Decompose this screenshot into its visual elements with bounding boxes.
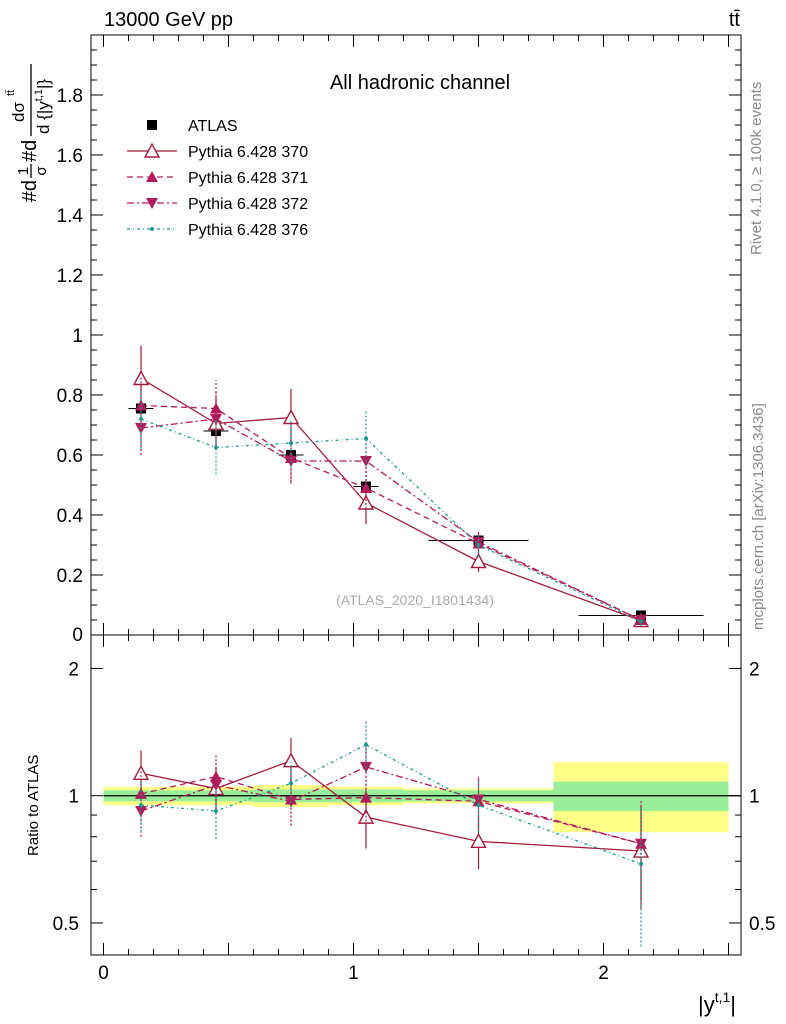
y-tick-label: 1.4	[57, 206, 84, 227]
legend-marker	[150, 227, 154, 231]
ratio-y-tick-label-right: 1	[749, 787, 760, 808]
ratio-series-3	[139, 721, 643, 947]
ratio-y-tick-label: 1	[68, 787, 79, 808]
svg-text:#d: #d	[19, 140, 41, 162]
ratio-point	[214, 809, 218, 814]
data-point	[210, 414, 222, 425]
svg-text:#d: #d	[19, 180, 41, 202]
y-tick-label: 0.4	[57, 506, 84, 527]
ratio-line	[140, 744, 642, 865]
ratio-point	[364, 742, 368, 747]
series-line	[140, 418, 642, 621]
y-tick-label: 1.2	[57, 266, 83, 287]
y-tick-label-zero: 0	[72, 625, 83, 646]
series-line	[140, 377, 642, 622]
svg-text:σ: σ	[33, 166, 50, 176]
plot-title: All hadronic channel	[330, 72, 510, 94]
source-label: mcplots.cern.ch [arXiv:1306.3436]	[750, 403, 767, 630]
data-point	[639, 619, 643, 624]
y-tick-label: 0.6	[57, 446, 83, 467]
process-label: tt̄	[729, 9, 741, 31]
y-axis-label: #d 1 σ #d dσ tt̄ d {|yt,1|}	[5, 64, 53, 202]
data-point	[289, 441, 293, 445]
legend-entry: Pythia 6.428 371	[188, 170, 308, 187]
legend-marker	[146, 171, 158, 182]
x-tick-label: 0	[98, 963, 109, 984]
ratio-point	[289, 781, 293, 786]
legend-marker	[147, 120, 157, 130]
ratio-plot-frame	[90, 634, 742, 956]
ratio-series-2	[135, 743, 647, 899]
x-tick-label: 2	[598, 963, 609, 984]
ratio-point	[282, 752, 300, 768]
legend-marker	[146, 198, 158, 209]
series-1	[132, 345, 650, 628]
data-point	[470, 553, 487, 569]
data-point	[139, 417, 143, 421]
ratio-y-tick-label: 0.5	[53, 914, 79, 935]
rivet-label: Rivet 4.1.0, ≥ 100k events	[748, 82, 765, 255]
analysis-watermark: (ATLAS_2020_I1801434)	[336, 592, 494, 608]
data-point	[472, 537, 485, 548]
ratio-plot: 0.5 0.5 1 1 2 2 0 1 2	[53, 634, 775, 984]
ratio-line	[140, 760, 642, 852]
ratio-point	[360, 791, 372, 803]
svg-text:tt̄: tt̄	[5, 90, 17, 96]
legend-entry: Pythia 6.428 370	[188, 144, 308, 161]
ratio-line	[140, 775, 642, 845]
ratio-y-tick-label-right: 2	[749, 659, 760, 680]
svg-text:d {|yt,1|}: d {|yt,1|}	[33, 79, 53, 134]
energy-label: 13000 GeV pp	[104, 9, 233, 31]
data-point	[282, 409, 300, 425]
y-tick-label: 1.6	[57, 146, 83, 167]
legend-entry: Pythia 6.428 372	[188, 196, 308, 213]
ratio-point	[135, 787, 147, 799]
y-tick-label: 1.8	[57, 86, 83, 107]
series-0	[128, 402, 704, 621]
data-point	[360, 482, 372, 493]
data-point	[476, 543, 481, 547]
ratio-y-tick-label: 2	[68, 659, 79, 680]
legend-entry: ATLAS	[188, 118, 238, 135]
ratio-point	[139, 803, 143, 808]
ratio-point	[635, 838, 647, 850]
x-axis-label: |yt,1|	[698, 989, 736, 1017]
legend-marker	[143, 142, 161, 158]
main-plot: 0.2 0.4 0.6 0.8 1 1.2 1.4 1.6 1.8 0	[57, 34, 742, 646]
ratio-point	[210, 780, 222, 792]
data-point	[214, 445, 218, 450]
svg-text:1: 1	[15, 167, 32, 175]
x-tick-label: 1	[348, 963, 359, 984]
series-line	[140, 418, 642, 623]
ratio-point	[476, 803, 481, 808]
ratio-point	[470, 832, 487, 849]
svg-text:dσ: dσ	[9, 102, 28, 122]
y-tick-label: 0.8	[57, 386, 83, 407]
ratio-line	[140, 766, 642, 845]
ratio-point	[639, 861, 643, 866]
legend: ATLAS Pythia 6.428 370 Pythia 6.428 371 Pyt…	[127, 118, 308, 239]
ratio-y-axis-label: Ratio to ATLAS	[25, 755, 42, 856]
series-4	[139, 389, 643, 626]
data-point	[364, 436, 368, 441]
y-tick-label: 0.2	[57, 566, 83, 587]
ratio-y-tick-label-right: 0.5	[749, 914, 775, 935]
legend-entry: Pythia 6.428 376	[188, 222, 308, 239]
series-line	[140, 404, 642, 621]
y-tick-label: 1	[72, 326, 83, 347]
